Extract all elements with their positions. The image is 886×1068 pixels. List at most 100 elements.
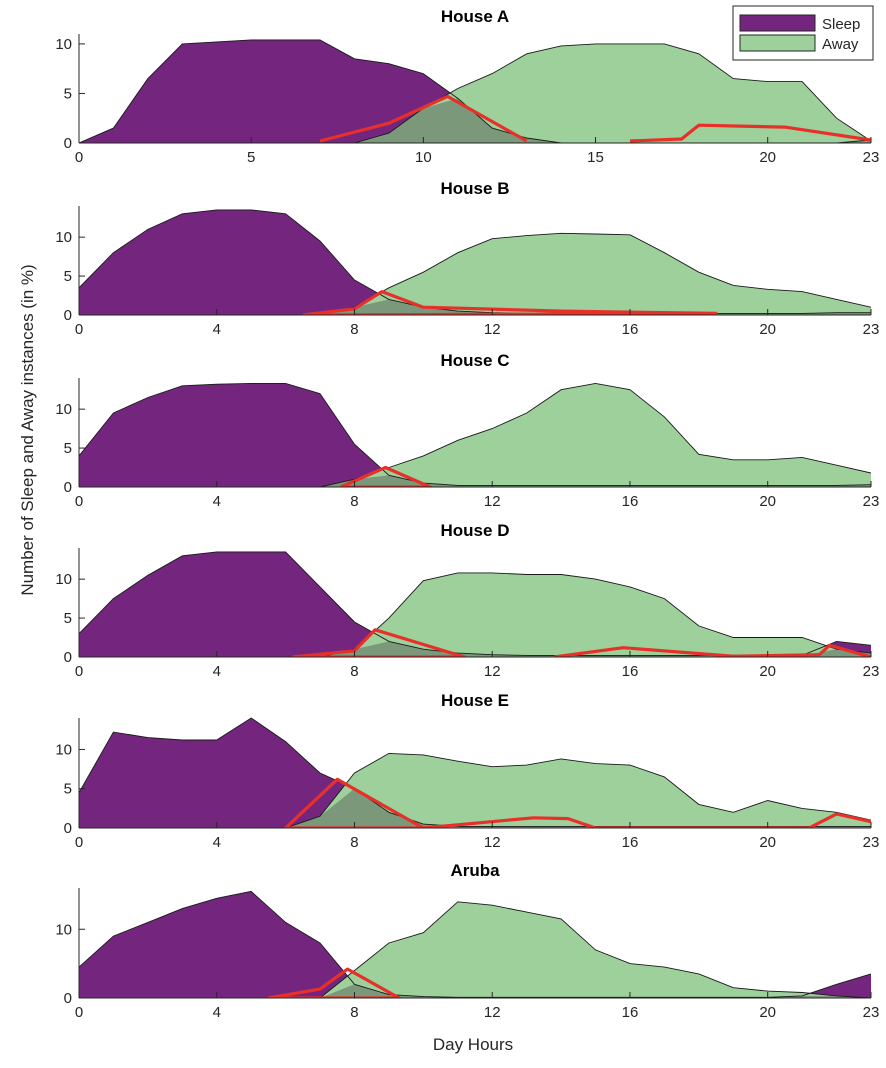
x-tick-label: 16 bbox=[622, 493, 639, 510]
y-tick-label: 5 bbox=[64, 440, 72, 457]
y-tick-label: 5 bbox=[64, 268, 72, 285]
x-tick-label: 20 bbox=[759, 149, 776, 166]
highlight-0 bbox=[302, 290, 718, 315]
x-tick-label: 4 bbox=[213, 834, 221, 851]
chart-panels: 0 5 10 15 20 23 0 5 10 House A 0 4 8 12 16 20 23 0 5 10 Hous… bbox=[55, 7, 879, 1021]
series-overlap-area bbox=[79, 98, 871, 143]
x-tick-label: 23 bbox=[863, 149, 880, 166]
x-tick-label: 23 bbox=[863, 663, 880, 680]
series-away-line bbox=[79, 901, 871, 998]
x-tick-label: 16 bbox=[622, 663, 639, 680]
series-away-area bbox=[79, 901, 871, 998]
x-tick-label: 20 bbox=[759, 321, 776, 338]
panel-0: 0 5 10 15 20 23 0 5 10 House A bbox=[55, 7, 879, 166]
series-away-line bbox=[79, 572, 871, 657]
x-tick-label: 4 bbox=[213, 663, 221, 680]
series-sleep-area bbox=[79, 551, 871, 657]
x-tick-label: 0 bbox=[75, 834, 83, 851]
series-away-area bbox=[79, 233, 871, 315]
series-away-area bbox=[79, 43, 871, 143]
series-sleep-line bbox=[79, 890, 871, 998]
x-tick-label: 0 bbox=[75, 149, 83, 166]
x-tick-label: 20 bbox=[759, 1004, 776, 1021]
x-tick-label: 23 bbox=[863, 321, 880, 338]
legend-swatch-away bbox=[739, 34, 816, 52]
series-sleep-area bbox=[79, 891, 871, 998]
x-tick-label: 8 bbox=[350, 663, 358, 680]
plot-area-4 bbox=[79, 717, 871, 828]
x-tick-label: 16 bbox=[622, 321, 639, 338]
x-tick-label: 20 bbox=[759, 493, 776, 510]
highlight-1 bbox=[423, 812, 871, 828]
x-tick-label: 0 bbox=[75, 663, 83, 680]
panel-title: House D bbox=[441, 521, 510, 540]
series-sleep-line bbox=[79, 209, 871, 314]
plot-area-5 bbox=[79, 890, 871, 998]
x-tick-label: 4 bbox=[213, 321, 221, 338]
series-sleep-area bbox=[79, 39, 871, 143]
x-tick-label: 10 bbox=[415, 149, 432, 166]
panel-2: 0 4 8 12 16 20 23 0 5 10 House C bbox=[55, 351, 879, 510]
y-tick-label: 5 bbox=[64, 610, 72, 627]
series-sleep-area bbox=[79, 383, 871, 487]
series-away-line bbox=[79, 232, 871, 315]
plot-area-0 bbox=[79, 39, 871, 143]
series-away-area bbox=[79, 753, 871, 828]
series-away-line bbox=[79, 43, 871, 143]
y-tick-label: 0 bbox=[64, 135, 72, 152]
y-tick-label: 5 bbox=[64, 781, 72, 798]
y-tick-label: 0 bbox=[64, 307, 72, 324]
y-tick-label: 10 bbox=[55, 741, 72, 758]
legend: Sleep Away bbox=[732, 5, 874, 61]
highlight-1 bbox=[629, 123, 871, 143]
panel-4: 0 4 8 12 16 20 23 0 5 10 House E bbox=[55, 691, 879, 851]
x-tick-label: 5 bbox=[247, 149, 255, 166]
x-tick-label: 15 bbox=[587, 149, 604, 166]
x-tick-label: 12 bbox=[484, 663, 501, 680]
panel-title: House C bbox=[441, 351, 510, 370]
x-tick-label: 4 bbox=[213, 493, 221, 510]
y-tick-label: 0 bbox=[64, 479, 72, 496]
y-tick-label: 5 bbox=[64, 85, 72, 102]
x-tick-label: 12 bbox=[484, 493, 501, 510]
panel-title: House E bbox=[441, 691, 509, 710]
panel-title: House B bbox=[441, 179, 510, 198]
y-tick-label: 10 bbox=[55, 36, 72, 53]
highlight-0 bbox=[319, 94, 528, 143]
x-tick-label: 16 bbox=[622, 834, 639, 851]
y-tick-label: 10 bbox=[55, 571, 72, 588]
panel-1: 0 4 8 12 16 20 23 0 5 10 House B bbox=[55, 179, 879, 338]
x-tick-label: 12 bbox=[484, 1004, 501, 1021]
figure-xlabel: Day Hours bbox=[433, 1035, 513, 1054]
x-tick-label: 12 bbox=[484, 834, 501, 851]
x-tick-label: 4 bbox=[213, 1004, 221, 1021]
series-away-line bbox=[79, 382, 871, 487]
y-tick-label: 10 bbox=[55, 229, 72, 246]
legend-label-away: Away bbox=[822, 36, 859, 53]
series-away-area bbox=[79, 572, 871, 657]
panel-3: 0 4 8 12 16 20 23 0 5 10 House D bbox=[55, 521, 879, 680]
legend-label-sleep: Sleep bbox=[822, 16, 860, 33]
series-away-line bbox=[79, 752, 871, 828]
plot-area-2 bbox=[79, 382, 871, 487]
plot-area-3 bbox=[79, 551, 871, 657]
panel-5: 0 4 8 12 16 20 23 0 10 Aruba bbox=[55, 861, 879, 1021]
highlight-0 bbox=[292, 628, 467, 657]
x-tick-label: 8 bbox=[350, 1004, 358, 1021]
series-sleep-line bbox=[79, 382, 871, 486]
x-tick-label: 0 bbox=[75, 321, 83, 338]
y-tick-label: 0 bbox=[64, 649, 72, 666]
x-tick-label: 8 bbox=[350, 321, 358, 338]
series-sleep-area bbox=[79, 718, 871, 828]
panel-title: Aruba bbox=[450, 861, 500, 880]
plot-area-1 bbox=[79, 209, 871, 315]
x-tick-label: 23 bbox=[863, 1004, 880, 1021]
y-tick-label: 0 bbox=[64, 990, 72, 1007]
y-tick-label: 10 bbox=[55, 401, 72, 418]
y-tick-label: 10 bbox=[55, 921, 72, 938]
x-tick-label: 12 bbox=[484, 321, 501, 338]
panel-title: House A bbox=[441, 7, 509, 26]
x-tick-label: 20 bbox=[759, 834, 776, 851]
series-sleep-area bbox=[79, 209, 871, 315]
